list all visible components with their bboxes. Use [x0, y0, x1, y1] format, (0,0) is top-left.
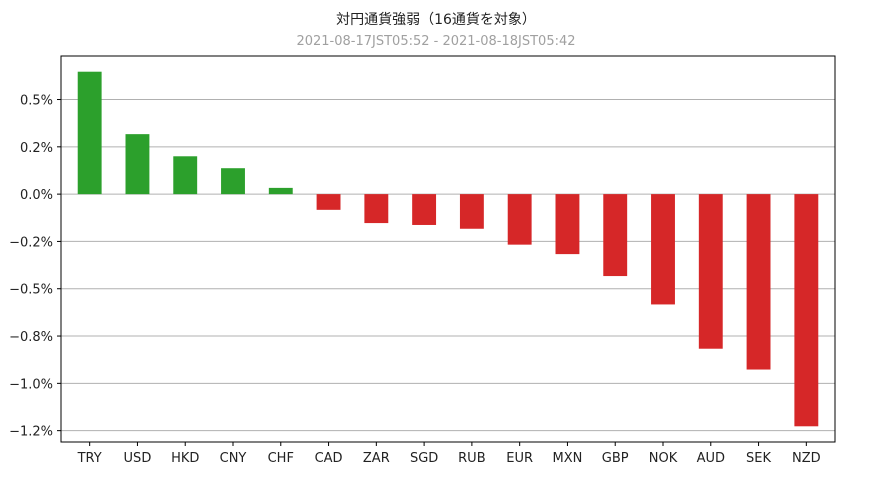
chart-title: 対円通貨強弱（16通貨を対象） — [336, 12, 536, 28]
y-tick-label: −0.2% — [9, 235, 53, 250]
y-axis-ticks: 0.5% 0.2% 0.0% −0.2% −0.5% −0.8% −1.0% −1.2% — [9, 94, 61, 440]
y-tick-label: 0.0% — [20, 188, 53, 203]
bar-nok — [651, 194, 675, 305]
x-tick-label: SEK — [746, 451, 771, 466]
plot-frame — [60, 55, 836, 443]
bar-cny — [221, 168, 245, 195]
x-tick-label: TRY — [77, 451, 102, 466]
chart-subtitle: 2021-08-17JST05:52 - 2021-08-18JST05:42 — [296, 34, 576, 49]
y-tick-label: 0.5% — [20, 94, 53, 109]
bar-zar — [364, 194, 389, 224]
bar-eur — [507, 194, 532, 245]
x-tick-label: ZAR — [363, 451, 390, 466]
bar-sgd — [412, 194, 437, 225]
x-tick-label: CHF — [268, 451, 294, 466]
x-tick-label: SGD — [410, 451, 438, 466]
y-tick-label: 0.2% — [20, 141, 53, 156]
bar-gbp — [603, 194, 628, 277]
bar-chf — [268, 187, 293, 195]
x-tick-label: HKD — [171, 451, 199, 466]
bar-sek — [746, 194, 771, 370]
x-tick-label: GBP — [602, 451, 629, 466]
x-tick-label: CNY — [220, 451, 247, 466]
bar-cad — [316, 194, 341, 210]
bars — [77, 71, 819, 427]
bar-usd — [125, 134, 150, 195]
bar-mxn — [555, 194, 580, 255]
y-tick-label: −0.5% — [9, 283, 53, 298]
x-tick-label: EUR — [506, 451, 533, 466]
bar-rub — [459, 194, 484, 229]
x-tick-label: CAD — [315, 451, 343, 466]
bar-hkd — [173, 156, 198, 195]
bar-nzd — [794, 194, 819, 427]
x-tick-label: NOK — [649, 451, 678, 466]
x-tick-label: AUD — [697, 451, 725, 466]
x-tick-label: MXN — [553, 451, 583, 466]
y-tick-label: −1.2% — [9, 425, 53, 440]
bar-aud — [698, 194, 723, 349]
bar-try — [77, 71, 102, 195]
x-tick-label: NZD — [792, 451, 821, 466]
x-axis-ticks: TRY USD HKD CNY CHF CAD ZAR SGD RUB EUR MXN GBP NOK A… — [77, 442, 821, 466]
y-tick-label: −1.0% — [9, 377, 53, 392]
y-tick-label: −0.8% — [9, 330, 53, 345]
x-tick-label: RUB — [458, 451, 485, 466]
x-tick-label: USD — [124, 451, 152, 466]
